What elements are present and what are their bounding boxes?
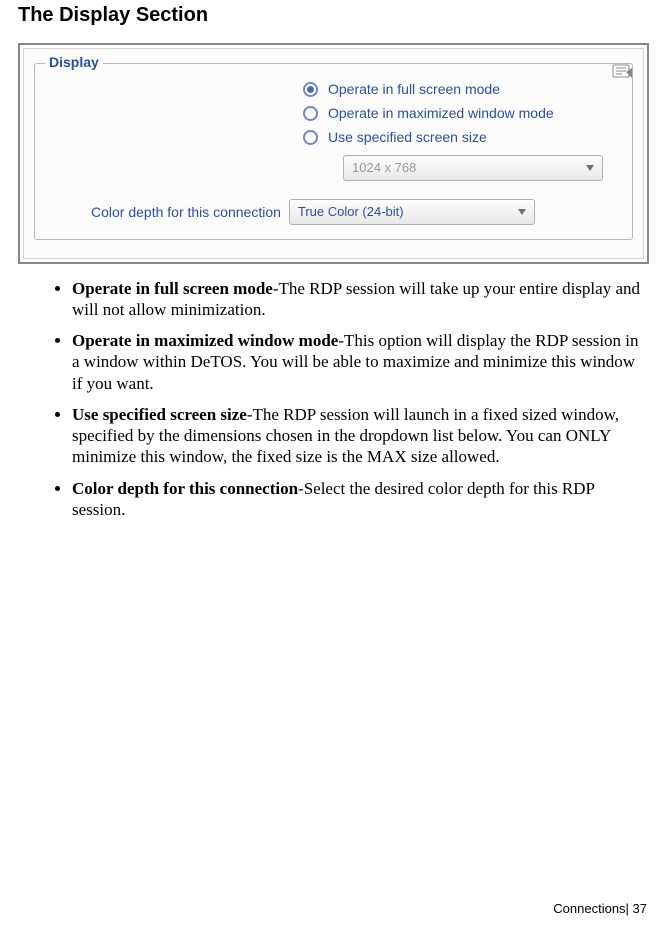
display-fieldset: Display Operate in full screen mode — [34, 63, 633, 240]
page-footer: Connections| 37 — [553, 901, 647, 916]
color-depth-row: Color depth for this connection True Col… — [91, 199, 620, 225]
help-icon[interactable] — [612, 62, 634, 80]
dropdown-value: 1024 x 768 — [352, 160, 416, 175]
screenshot-frame: Display Operate in full screen mode — [18, 43, 649, 264]
list-item-title: Operate in full screen mode — [72, 279, 273, 298]
list-item: Operate in full screen mode-The RDP sess… — [72, 278, 649, 321]
list-item: Color depth for this connection-Select t… — [72, 478, 649, 521]
list-item-title: Color depth for this connection — [72, 479, 298, 498]
section-heading: The Display Section — [18, 4, 649, 27]
fieldset-legend: Display — [45, 54, 103, 70]
radio-input[interactable] — [303, 106, 318, 121]
radio-label: Operate in full screen mode — [328, 80, 500, 98]
list-item-title: Operate in maximized window mode — [72, 331, 338, 350]
dropdown-value: True Color (24-bit) — [298, 204, 404, 219]
radio-row-specified[interactable]: Use specified screen size — [303, 128, 620, 146]
chevron-down-icon — [582, 160, 598, 176]
radio-input[interactable] — [303, 82, 318, 97]
radio-label: Operate in maximized window mode — [328, 104, 554, 122]
list-item: Operate in maximized window mode-This op… — [72, 330, 649, 394]
radio-input[interactable] — [303, 130, 318, 145]
radio-label: Use specified screen size — [328, 128, 487, 146]
description-list: Operate in full screen mode-The RDP sess… — [18, 278, 649, 521]
list-item-title: Use specified screen size — [72, 405, 247, 424]
list-item: Use specified screen size-The RDP sessio… — [72, 404, 649, 468]
color-depth-label: Color depth for this connection — [91, 204, 281, 220]
size-dropdown-row: 1024 x 768 — [343, 155, 620, 181]
size-dropdown: 1024 x 768 — [343, 155, 603, 181]
screenshot-inner: Display Operate in full screen mode — [23, 48, 644, 259]
color-depth-dropdown[interactable]: True Color (24-bit) — [289, 199, 535, 225]
chevron-down-icon — [514, 204, 530, 220]
radio-row-maximized[interactable]: Operate in maximized window mode — [303, 104, 620, 122]
radio-row-fullscreen[interactable]: Operate in full screen mode — [303, 80, 620, 98]
